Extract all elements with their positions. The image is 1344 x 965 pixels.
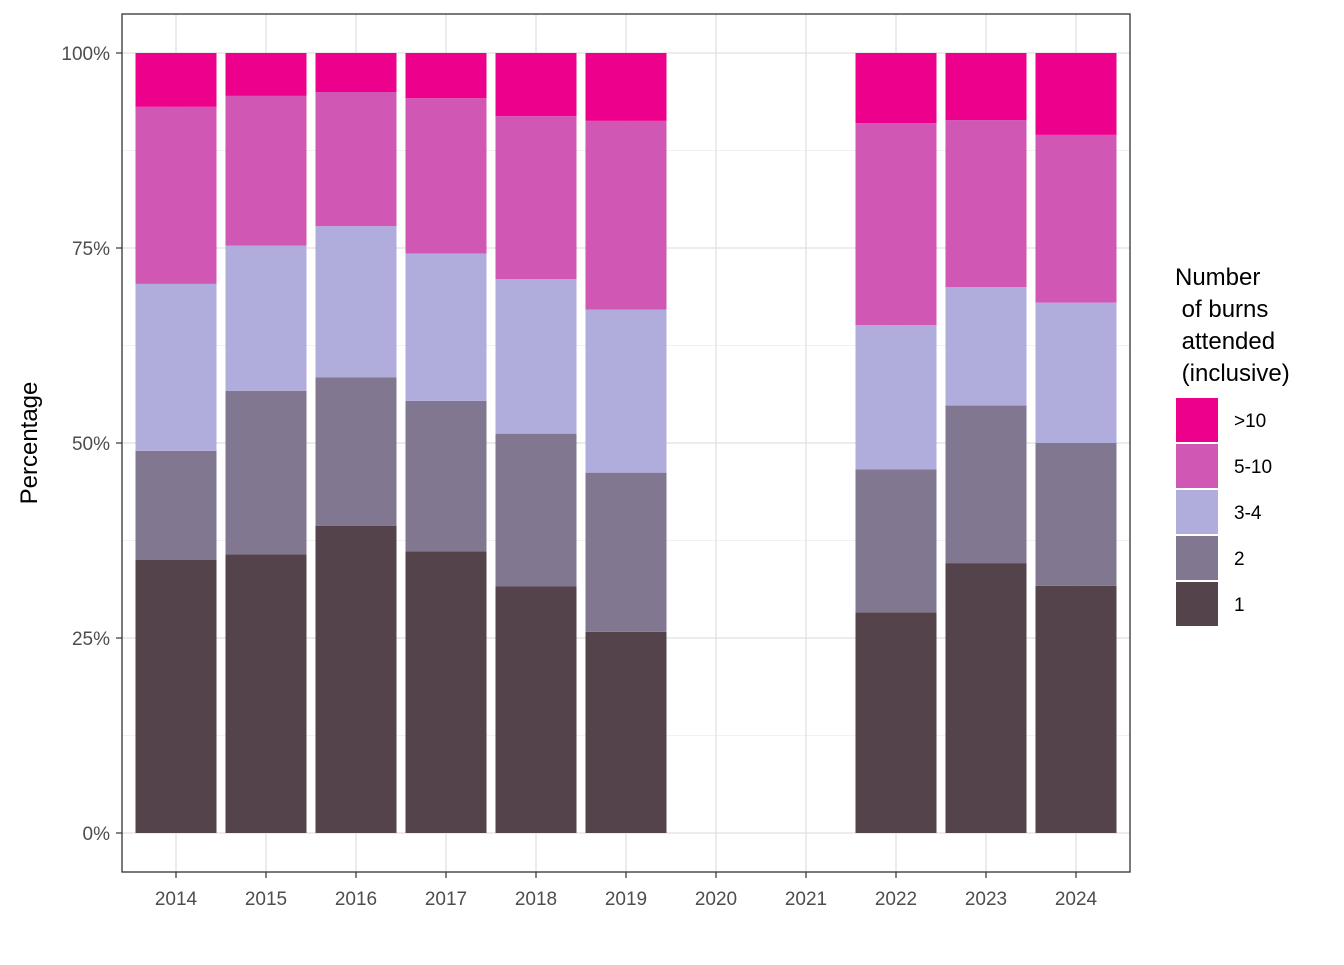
legend: Number of burns attended (inclusive) >10 5… — [1175, 264, 1290, 626]
bar-segment-2019-5-10 — [585, 120, 667, 310]
bar-segment-2022->10 — [855, 53, 937, 124]
bar-segment-2018-3-4 — [495, 279, 577, 434]
bar-segment-2024-3-4 — [1035, 302, 1117, 443]
legend-key->10 — [1176, 398, 1218, 442]
x-tick-label: 2022 — [875, 889, 917, 910]
y-tick-label: 0% — [83, 824, 111, 845]
x-tick-label: 2020 — [695, 889, 737, 910]
bar-segment-2022-2 — [855, 469, 937, 613]
bar-segment-2018-5-10 — [495, 116, 577, 280]
bar-segment-2014-1 — [135, 560, 217, 833]
bar-segment-2018-1 — [495, 586, 577, 833]
legend-label: >10 — [1234, 411, 1266, 432]
bar-segment-2016-5-10 — [315, 92, 397, 227]
bar-segment-2023->10 — [945, 53, 1027, 121]
y-axis-title: Percentage — [16, 382, 43, 505]
x-tick-label: 2018 — [515, 889, 557, 910]
bar-segment-2023-5-10 — [945, 120, 1027, 287]
bar-segment-2017-3-4 — [405, 253, 487, 401]
legend-label: 2 — [1234, 549, 1245, 570]
bar-segment-2014-2 — [135, 450, 217, 560]
x-tick-label: 2019 — [605, 889, 647, 910]
legend-key-5-10 — [1176, 444, 1218, 488]
y-tick-label: 75% — [72, 239, 110, 260]
bar-segment-2019-1 — [585, 631, 667, 833]
legend-key-3-4 — [1176, 490, 1218, 534]
bar-segment-2023-1 — [945, 563, 1027, 833]
x-tick-label: 2021 — [785, 889, 827, 910]
legend-label: 3-4 — [1234, 503, 1262, 524]
legend-label: 5-10 — [1234, 457, 1272, 478]
bar-segment-2015-2 — [225, 390, 307, 555]
bar-segment-2023-3-4 — [945, 287, 1027, 406]
bar-segment-2015-1 — [225, 554, 307, 833]
bar-segment-2024-5-10 — [1035, 134, 1117, 303]
bar-segment-2024->10 — [1035, 53, 1117, 135]
y-tick-label: 100% — [61, 44, 110, 65]
x-tick-label: 2015 — [245, 889, 287, 910]
bar-segment-2022-3-4 — [855, 325, 937, 470]
bar-segment-2019-3-4 — [585, 309, 667, 473]
bar-segment-2016-2 — [315, 377, 397, 526]
bar-segment-2015-3-4 — [225, 245, 307, 391]
legend-title-line: (inclusive) — [1175, 360, 1290, 387]
bar-segment-2016-1 — [315, 525, 397, 833]
bar-segment-2017-5-10 — [405, 98, 487, 254]
x-tick-label: 2023 — [965, 889, 1007, 910]
legend-key-2 — [1176, 536, 1218, 580]
x-tick-label: 2024 — [1055, 889, 1098, 910]
bar-segment-2015-5-10 — [225, 95, 307, 246]
bar-segment-2019->10 — [585, 53, 667, 121]
bar-segment-2017-2 — [405, 400, 487, 552]
bars — [135, 53, 1117, 833]
bar-segment-2016-3-4 — [315, 226, 397, 378]
bar-segment-2014->10 — [135, 53, 217, 107]
bar-segment-2014-3-4 — [135, 283, 217, 451]
legend-title-line: of burns — [1175, 296, 1268, 323]
x-tick-label: 2017 — [425, 889, 467, 910]
bar-segment-2018-2 — [495, 433, 577, 587]
x-axis: 2014 2015 2016 2017 2018 2019 2020 2021 2022 2023… — [155, 872, 1098, 910]
bar-segment-2015->10 — [225, 53, 307, 96]
bar-segment-2022-1 — [855, 612, 937, 833]
legend-label: 1 — [1234, 595, 1245, 616]
bar-segment-2019-2 — [585, 472, 667, 632]
bar-segment-2014-5-10 — [135, 106, 217, 284]
x-tick-label: 2016 — [335, 889, 377, 910]
bar-segment-2017-1 — [405, 551, 487, 833]
x-tick-label: 2014 — [155, 889, 198, 910]
legend-key-1 — [1176, 582, 1218, 626]
bar-segment-2017->10 — [405, 53, 487, 99]
legend-title-line: Number — [1175, 264, 1260, 291]
y-tick-label: 25% — [72, 629, 110, 650]
bar-segment-2016->10 — [315, 53, 397, 92]
bar-segment-2018->10 — [495, 53, 577, 117]
bar-segment-2024-1 — [1035, 585, 1117, 833]
bar-segment-2024-2 — [1035, 443, 1117, 586]
bar-segment-2023-2 — [945, 405, 1027, 564]
legend-title-line: attended — [1175, 328, 1275, 355]
y-tick-label: 50% — [72, 434, 110, 455]
bar-segment-2022-5-10 — [855, 123, 937, 326]
y-axis: 0% 25% 50% 75% 100% — [61, 44, 122, 845]
